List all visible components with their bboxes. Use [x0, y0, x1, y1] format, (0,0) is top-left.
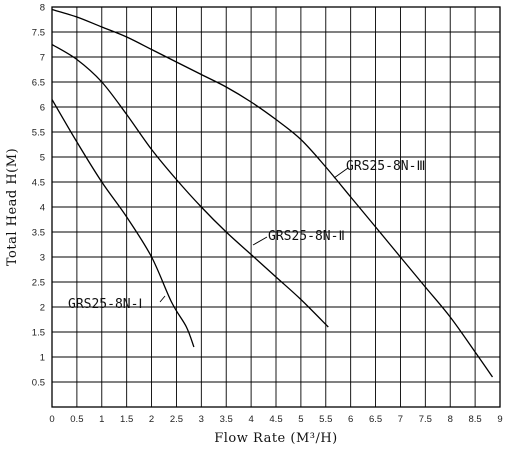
x-tick-label: 4 [248, 414, 253, 425]
y-tick-label: 0.5 [32, 378, 45, 389]
x-tick-label: 7.5 [419, 414, 432, 425]
x-tick-label: 6 [348, 414, 353, 425]
y-tick-label: 5 [40, 153, 45, 164]
y-tick-label: 8 [40, 3, 45, 14]
plot-frame [51, 6, 501, 408]
y-tick-label: 7 [40, 53, 45, 64]
label-grs25-8n-2: GRS25-8N-Ⅱ [268, 229, 345, 244]
x-tick-label: 1 [99, 414, 104, 425]
series-curves [51, 8, 494, 378]
label-leader-line [252, 236, 268, 246]
label-leader-line [159, 295, 166, 303]
x-axis-ticks: 0 0.5 1 1.5 2 2.5 3 3.5 4 4.5 5 5.5 6 6.5 7 7.5 8 8.5 9 [49, 414, 502, 425]
y-tick-label: 6.5 [32, 78, 45, 89]
y-axis-ticks: 0.5 1 1.5 2 2.5 3 3.5 4 4.5 5 5.5 6 6.5 7 7.5 8 [32, 3, 45, 389]
grid-lines [52, 7, 500, 407]
curve-grs25-8n-3 [51, 8, 494, 378]
x-tick-label: 0.5 [70, 414, 83, 425]
y-tick-label: 3 [40, 253, 45, 264]
y-axis-title: Total Head H(M) [5, 148, 20, 266]
y-tick-label: 2 [40, 303, 45, 314]
x-tick-label: 7 [398, 414, 403, 425]
y-tick-label: 6 [40, 103, 45, 114]
y-tick-label: 3.5 [32, 228, 45, 239]
x-tick-label: 8 [448, 414, 453, 425]
curve-grs25-8n-2 [51, 43, 329, 328]
x-tick-label: 4.5 [269, 414, 282, 425]
label-leader-line [333, 167, 349, 179]
y-tick-label: 2.5 [32, 278, 45, 289]
x-tick-label: 3.5 [220, 414, 233, 425]
y-tick-label: 5.5 [32, 128, 45, 139]
x-tick-label: 9 [497, 414, 502, 425]
label-grs25-8n-3: GRS25-8N-Ⅲ [346, 159, 425, 174]
x-tick-label: 1.5 [120, 414, 133, 425]
x-tick-label: 8.5 [469, 414, 482, 425]
y-tick-label: 7.5 [32, 28, 45, 39]
curve-grs25-8n-1 [51, 99, 195, 348]
x-tick-label: 2.5 [170, 414, 183, 425]
x-tick-label: 5.5 [319, 414, 332, 425]
label-grs25-8n-1: GRS25-8N-Ⅰ [68, 297, 142, 312]
x-tick-label: 6.5 [369, 414, 382, 425]
x-axis-title: Flow Rate (M³/H) [214, 431, 338, 446]
y-tick-label: 1 [40, 353, 45, 364]
x-tick-label: 3 [199, 414, 204, 425]
series-labels: GRS25-8N-Ⅰ GRS25-8N-Ⅱ GRS25-8N-Ⅲ [68, 159, 425, 312]
y-tick-label: 4.5 [32, 178, 45, 189]
y-tick-label: 1.5 [32, 328, 45, 339]
x-tick-label: 0 [49, 414, 54, 425]
x-tick-label: 5 [298, 414, 303, 425]
x-tick-label: 2 [149, 414, 154, 425]
y-tick-label: 4 [40, 203, 45, 214]
